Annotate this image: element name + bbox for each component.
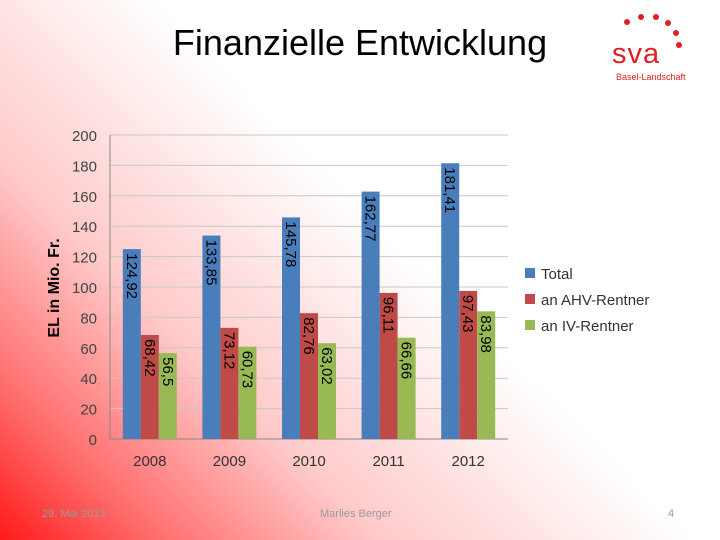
bar — [158, 353, 177, 439]
x-tick-label: 2008 — [133, 453, 166, 470]
y-tick-label: 80 — [80, 310, 97, 327]
bar-value-label: 68,42 — [141, 339, 158, 377]
bar-value-label: 97,43 — [459, 295, 476, 333]
logo-text: sva — [612, 38, 661, 70]
y-tick-label: 0 — [89, 432, 97, 449]
bar-value-label: 66,66 — [398, 342, 415, 380]
y-tick-label: 100 — [72, 280, 97, 297]
bar-value-label: 83,98 — [477, 315, 494, 353]
bar — [300, 313, 318, 439]
sva-logo-dots-icon — [624, 14, 682, 48]
bar — [477, 311, 496, 439]
chart-legend: Total an AHV-Rentner an IV-Rentner — [525, 266, 649, 335]
y-tick-label: 60 — [80, 341, 97, 358]
bar — [441, 163, 460, 439]
y-tick-label: 180 — [72, 158, 97, 175]
bar-value-label: 133,85 — [202, 240, 219, 286]
bar-value-label: 124,92 — [123, 253, 140, 299]
legend-swatch — [525, 268, 535, 278]
bar — [282, 217, 300, 439]
bar — [122, 249, 141, 439]
y-tick-label: 140 — [72, 219, 97, 236]
x-tick-label: 2011 — [372, 453, 404, 470]
bar — [459, 290, 478, 439]
legend-swatch — [525, 320, 535, 330]
bar — [318, 343, 336, 439]
x-tick-label: 2012 — [452, 453, 485, 470]
bar-value-label: 56,5 — [159, 357, 176, 386]
legend-label: Total — [541, 266, 573, 283]
y-tick-label: 20 — [80, 402, 97, 419]
page-number: 4 — [668, 508, 675, 520]
bar — [220, 327, 239, 439]
legend-label: an IV-Rentner — [541, 318, 634, 335]
bar-value-label: 181,41 — [441, 167, 458, 213]
logo-subtitle: Basel-Landschaft — [616, 72, 686, 82]
x-tick-label: 2009 — [213, 453, 246, 470]
bar-value-label: 82,76 — [300, 317, 317, 355]
chart-x-ticks: 2008 2009 2010 2011 2012 — [133, 453, 485, 470]
bar-value-label: 162,77 — [362, 196, 379, 242]
footer-author: Marlies Berger — [320, 508, 392, 520]
slide-title: Finanzielle Entwicklung — [172, 22, 548, 63]
bar — [202, 235, 221, 439]
x-tick-label: 2010 — [292, 453, 325, 470]
y-tick-label: 200 — [72, 128, 97, 145]
bar-value-label: 63,02 — [318, 347, 335, 385]
chart-y-ticks: 0 20 40 60 80 100 120 140 160 180 200 — [72, 128, 97, 449]
y-tick-label: 40 — [80, 371, 97, 388]
bar-value-label: 73,12 — [220, 332, 237, 370]
bar — [140, 335, 159, 439]
bar-value-label: 60,73 — [238, 351, 255, 389]
y-axis-label: EL in Mio. Fr. — [46, 238, 63, 337]
bar — [238, 346, 257, 439]
bar-value-label: 145,78 — [282, 221, 299, 267]
chart-bars — [122, 163, 496, 439]
bar — [379, 292, 398, 439]
bar-value-label: 96,11 — [380, 297, 397, 333]
legend-label: an AHV-Rentner — [541, 292, 649, 309]
y-tick-label: 120 — [72, 250, 97, 267]
bar — [397, 337, 416, 439]
y-tick-label: 160 — [72, 189, 97, 206]
footer-date: 29. Mai 2013 — [42, 508, 106, 520]
bar — [361, 191, 380, 439]
legend-swatch — [525, 294, 535, 304]
